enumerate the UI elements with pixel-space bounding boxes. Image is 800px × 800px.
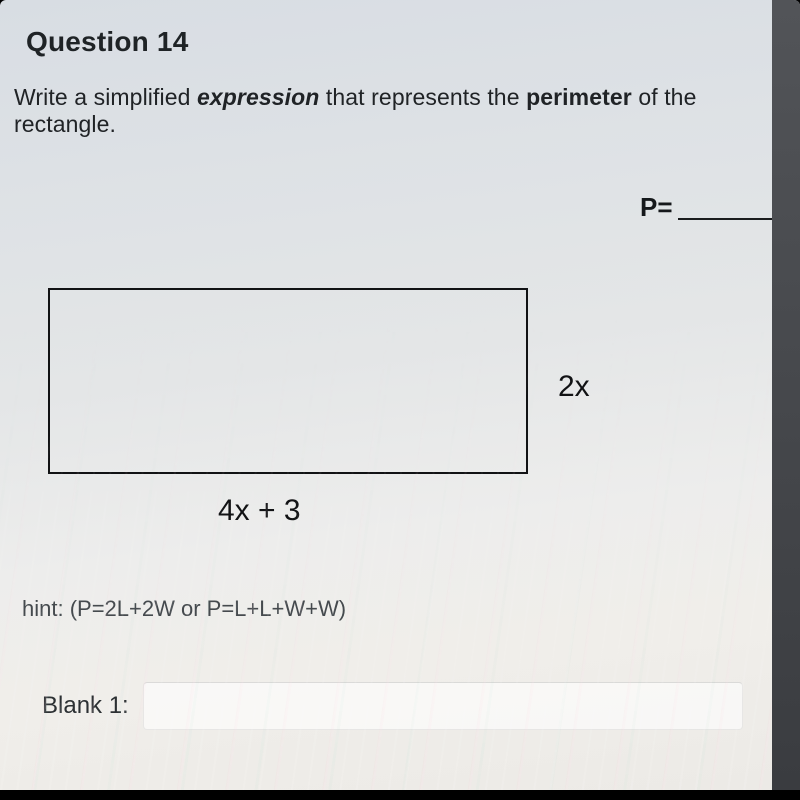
rectangle-figure [48,288,528,474]
prompt-perimeter-word: perimeter [526,84,632,110]
rectangle-length-label: 4x + 3 [218,494,301,528]
prompt-expression-word: expression [197,84,319,110]
sidebar-strip [772,0,800,790]
hint-text: hint: (P=2L+2W or P=L+L+W+W) [22,596,346,622]
answer-blank-row: Blank 1: [42,682,743,730]
blank-input[interactable] [143,682,743,730]
question-prompt: Write a simplified expression that repre… [14,84,800,138]
rectangle-width-label: 2x [558,370,590,404]
prompt-text-pre: Write a simplified [14,84,197,110]
worksheet-screen: Question 14 Write a simplified expressio… [0,0,800,790]
blank-label: Blank 1: [42,692,129,720]
prompt-text-mid: that represents the [319,84,526,110]
answer-blank-line [678,218,778,220]
question-title: Question 14 [26,26,188,58]
answer-prefix: P= [640,192,673,223]
